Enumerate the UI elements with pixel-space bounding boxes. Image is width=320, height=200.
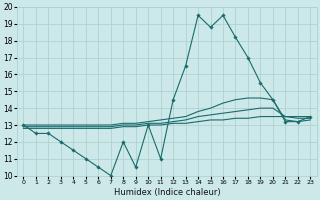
X-axis label: Humidex (Indice chaleur): Humidex (Indice chaleur) [114,188,220,197]
